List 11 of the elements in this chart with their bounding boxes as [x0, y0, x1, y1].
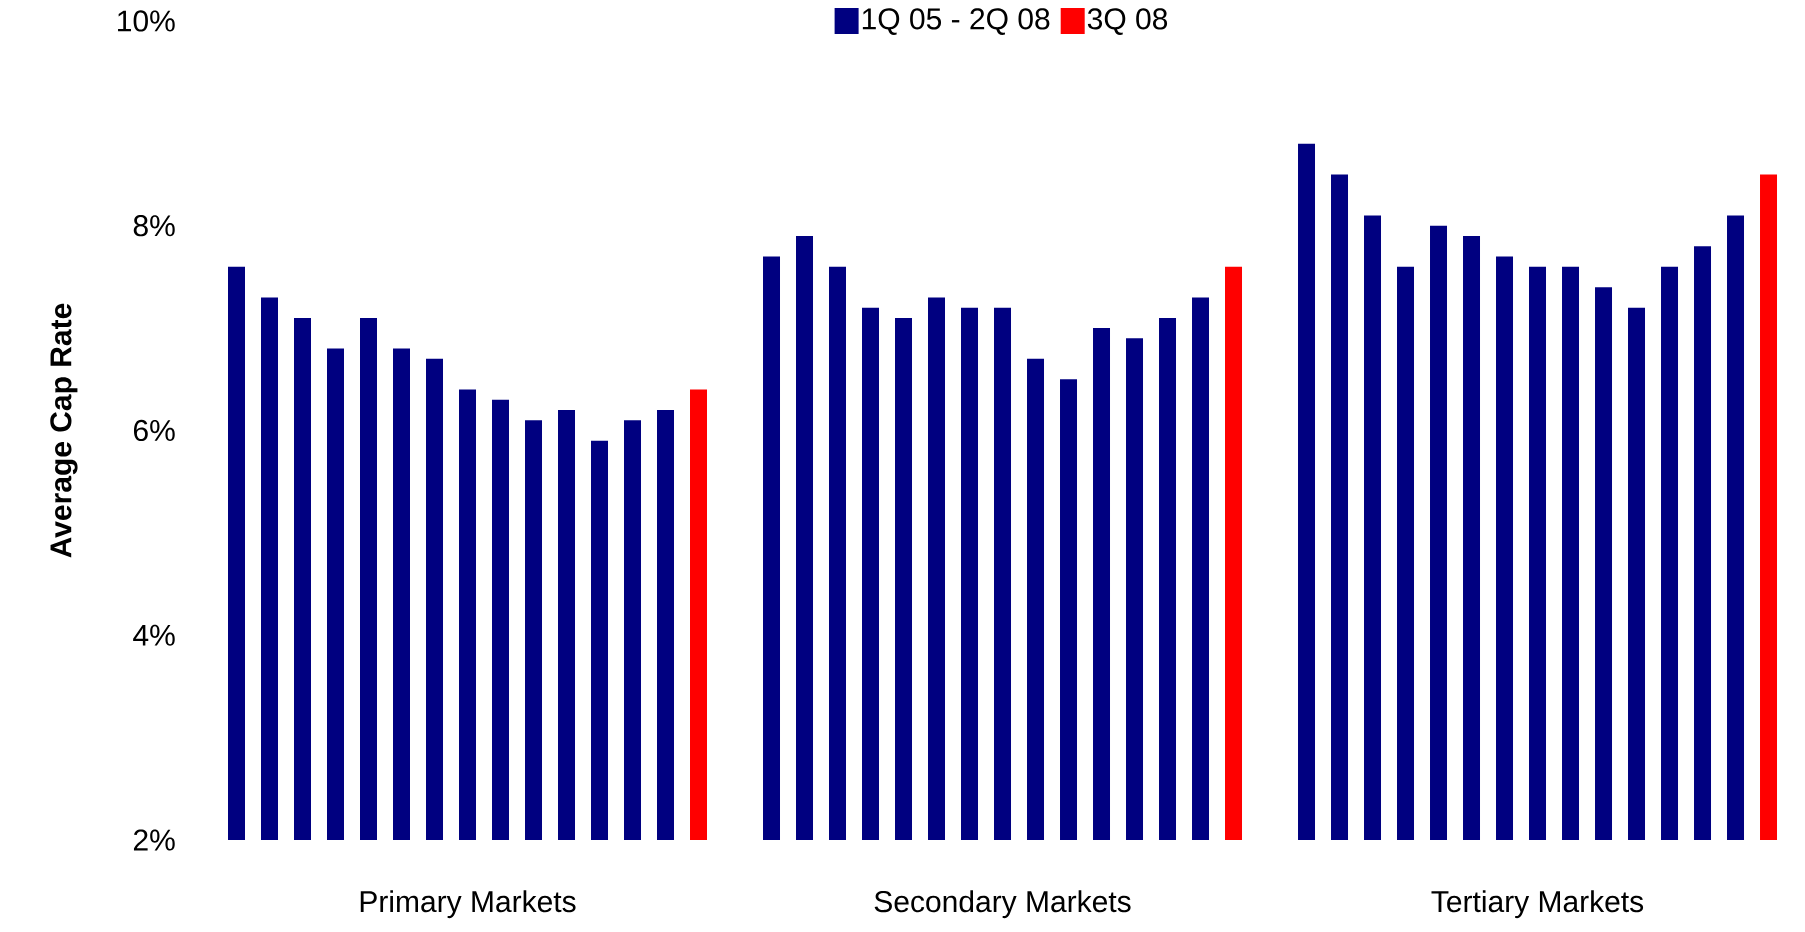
legend-label: 1Q 05 - 2Q 08	[862, 8, 1050, 35]
y-axis-title: Average Cap Rate	[50, 303, 78, 558]
y-tick-label: 2%	[133, 829, 175, 851]
x-tick-label: Tertiary Markets	[1431, 890, 1644, 919]
legend-label: 3Q 08	[1087, 8, 1168, 35]
y-tick-label: 10%	[118, 10, 175, 32]
x-tick-label: Secondary Markets	[874, 890, 1131, 919]
x-tick-label: Primary Markets	[360, 890, 576, 919]
y-tick-label: 6%	[133, 419, 175, 442]
y-tick-label: 4%	[133, 624, 175, 646]
y-tick-label: 8%	[133, 215, 175, 237]
